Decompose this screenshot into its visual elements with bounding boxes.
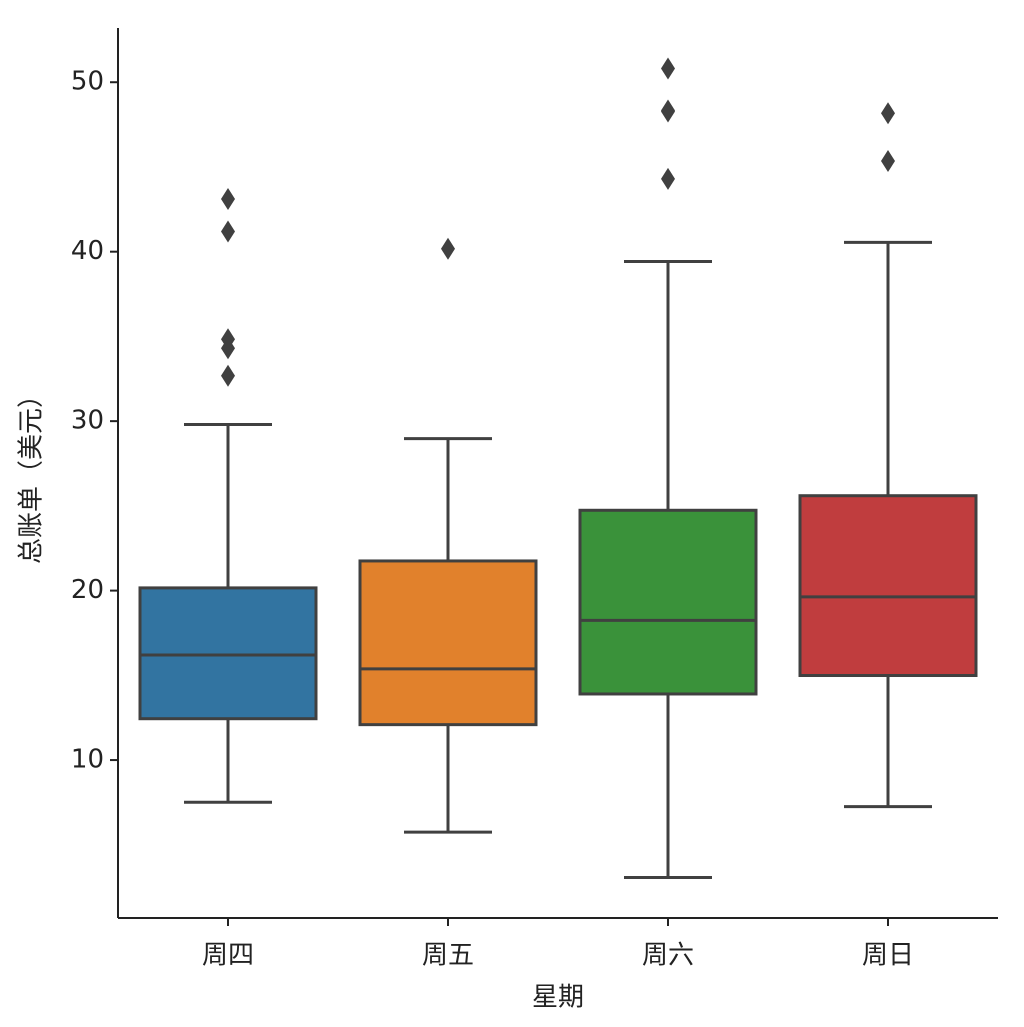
x-tick-label: 周六 — [642, 941, 694, 971]
box — [798, 494, 978, 678]
y-tick-label: 20 — [71, 575, 104, 605]
outlier — [661, 167, 675, 190]
box — [358, 559, 538, 727]
x-tick-label: 周四 — [202, 941, 254, 971]
outlier — [221, 328, 235, 351]
outlier — [221, 364, 235, 387]
outlier — [441, 237, 455, 260]
outlier — [881, 150, 895, 173]
x-tick-label: 周日 — [862, 941, 914, 971]
y-tick-label: 30 — [71, 406, 104, 436]
box — [138, 586, 318, 721]
outlier — [661, 57, 675, 80]
y-tick-label: 10 — [71, 745, 104, 775]
outlier — [221, 187, 235, 210]
y-tick-label: 50 — [71, 67, 104, 97]
y-tick-label: 40 — [71, 236, 104, 266]
box — [578, 508, 758, 696]
outlier — [221, 220, 235, 243]
outlier — [881, 102, 895, 125]
x-axis-label: 星期 — [532, 983, 584, 1013]
y-axis-label: 总账单（美元） — [17, 382, 47, 564]
x-tick-label: 周五 — [422, 941, 474, 971]
outlier — [661, 99, 675, 122]
